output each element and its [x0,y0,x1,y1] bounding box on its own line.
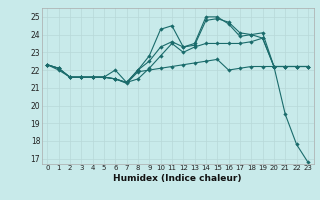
X-axis label: Humidex (Indice chaleur): Humidex (Indice chaleur) [113,174,242,183]
